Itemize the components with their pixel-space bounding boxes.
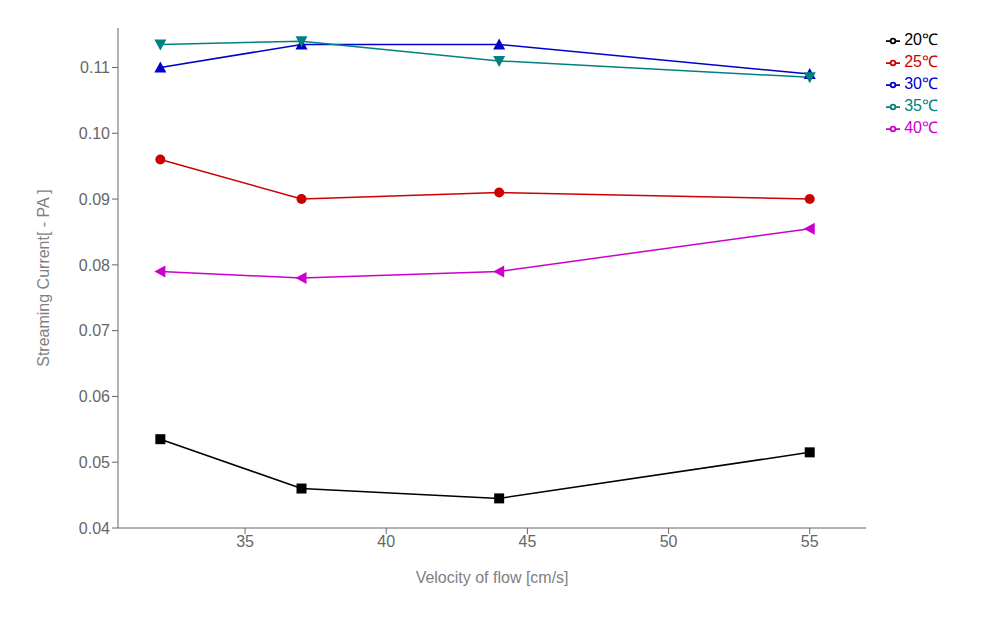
svg-text:40: 40 — [377, 533, 395, 550]
svg-text:0.10: 0.10 — [79, 125, 110, 142]
svg-text:0.08: 0.08 — [79, 257, 110, 274]
svg-text:0.07: 0.07 — [79, 322, 110, 339]
html-text:30℃: 30℃ — [904, 75, 938, 92]
svg-text:55: 55 — [801, 533, 819, 550]
svg-text:Velocity of flow [cm/s]: Velocity of flow [cm/s] — [416, 569, 569, 586]
svg-text:0.04: 0.04 — [79, 520, 110, 537]
svg-text:50: 50 — [660, 533, 678, 550]
svg-text:Streaming Current[ - PA ]: Streaming Current[ - PA ] — [35, 189, 52, 367]
svg-text:0.09: 0.09 — [79, 191, 110, 208]
html-text:40℃: 40℃ — [904, 119, 938, 136]
html-text:20℃: 20℃ — [904, 31, 938, 48]
html-text:25℃: 25℃ — [904, 53, 938, 70]
svg-text:45: 45 — [518, 533, 536, 550]
svg-text:35: 35 — [236, 533, 254, 550]
svg-text:0.06: 0.06 — [79, 388, 110, 405]
svg-text:0.05: 0.05 — [79, 454, 110, 471]
html-text:35℃: 35℃ — [904, 97, 938, 114]
svg-text:0.11: 0.11 — [80, 59, 110, 76]
